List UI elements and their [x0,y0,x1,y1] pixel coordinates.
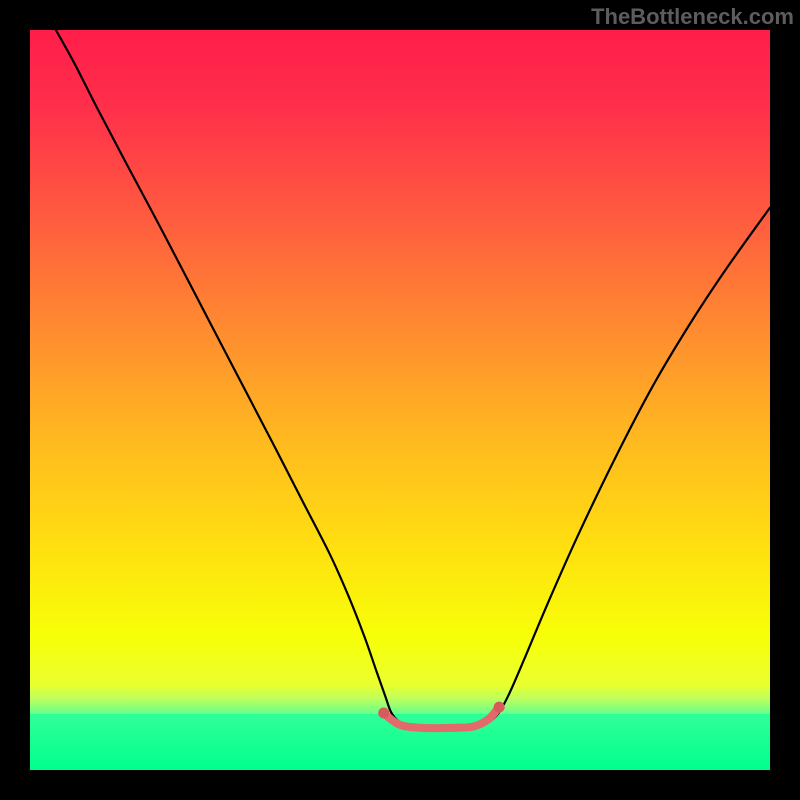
frame-left [0,0,30,800]
flat-region-end-dot-1 [494,702,505,713]
bottleneck-curve [56,30,770,727]
flat-region-marker [385,709,497,729]
curve-group [56,30,770,727]
frame-bottom [0,770,800,800]
chart-container: TheBottleneck.com [0,0,800,800]
watermark-text: TheBottleneck.com [591,4,794,30]
flat-region-end-dot-0 [378,708,389,719]
frame-right [770,0,800,800]
flat-marker-group [378,702,504,729]
plot-svg [0,0,800,800]
